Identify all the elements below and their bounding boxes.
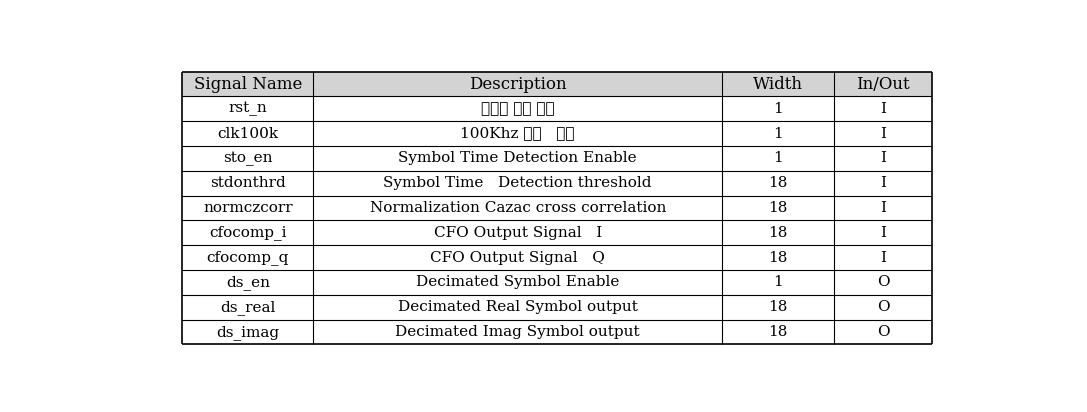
Bar xyxy=(722,320,835,344)
Text: 18: 18 xyxy=(769,250,788,265)
Text: O: O xyxy=(877,300,889,314)
Text: In/Out: In/Out xyxy=(857,75,910,93)
Text: Description: Description xyxy=(468,75,566,93)
Text: Symbol Time   Detection threshold: Symbol Time Detection threshold xyxy=(384,176,652,190)
Bar xyxy=(183,72,313,96)
Bar xyxy=(313,295,722,320)
Text: Normalization Cazac cross correlation: Normalization Cazac cross correlation xyxy=(370,201,666,215)
Text: Decimated Imag Symbol output: Decimated Imag Symbol output xyxy=(396,325,640,339)
Text: O: O xyxy=(877,276,889,290)
Bar xyxy=(183,245,313,270)
Bar xyxy=(835,121,932,146)
Bar xyxy=(313,121,722,146)
Bar xyxy=(722,196,835,220)
Bar xyxy=(722,220,835,245)
Text: sto_en: sto_en xyxy=(223,151,273,166)
Bar xyxy=(835,270,932,295)
Text: ds_real: ds_real xyxy=(221,300,275,315)
Bar xyxy=(313,146,722,171)
Text: I: I xyxy=(880,226,886,240)
Text: 1: 1 xyxy=(773,126,783,140)
Bar xyxy=(835,245,932,270)
Bar xyxy=(722,171,835,196)
Bar xyxy=(313,245,722,270)
Bar xyxy=(835,220,932,245)
Text: ds_en: ds_en xyxy=(226,275,270,290)
Bar xyxy=(835,146,932,171)
Text: Decimated Real Symbol output: Decimated Real Symbol output xyxy=(398,300,638,314)
Text: rst_n: rst_n xyxy=(228,102,267,116)
Text: I: I xyxy=(880,250,886,265)
Text: Decimated Symbol Enable: Decimated Symbol Enable xyxy=(416,276,620,290)
Bar xyxy=(313,220,722,245)
Bar xyxy=(722,146,835,171)
Text: I: I xyxy=(880,126,886,140)
Bar xyxy=(835,295,932,320)
Text: 1: 1 xyxy=(773,152,783,166)
Text: Symbol Time Detection Enable: Symbol Time Detection Enable xyxy=(399,152,637,166)
Bar xyxy=(183,146,313,171)
Bar xyxy=(183,320,313,344)
Bar xyxy=(313,171,722,196)
Text: 100Khz 클럭   신호: 100Khz 클럭 신호 xyxy=(461,126,575,140)
Text: 18: 18 xyxy=(769,325,788,339)
Bar xyxy=(183,220,313,245)
Text: 18: 18 xyxy=(769,226,788,240)
Text: clk100k: clk100k xyxy=(217,126,278,140)
Text: stdonthrd: stdonthrd xyxy=(210,176,286,190)
Bar xyxy=(183,196,313,220)
Text: I: I xyxy=(880,152,886,166)
Text: CFO Output Signal   Q: CFO Output Signal Q xyxy=(430,250,605,265)
Text: ds_imag: ds_imag xyxy=(216,325,279,339)
Bar xyxy=(183,295,313,320)
Text: I: I xyxy=(880,176,886,190)
Bar xyxy=(722,72,835,96)
Bar xyxy=(722,270,835,295)
Bar xyxy=(835,171,932,196)
Bar xyxy=(183,121,313,146)
Bar xyxy=(835,320,932,344)
Bar xyxy=(313,270,722,295)
Text: 18: 18 xyxy=(769,176,788,190)
Text: Width: Width xyxy=(753,75,803,93)
Bar xyxy=(722,121,835,146)
Text: cfocomp_i: cfocomp_i xyxy=(209,225,287,240)
Text: 18: 18 xyxy=(769,300,788,314)
Bar xyxy=(313,320,722,344)
Text: O: O xyxy=(877,325,889,339)
Text: 1: 1 xyxy=(773,102,783,116)
Text: I: I xyxy=(880,201,886,215)
Bar xyxy=(722,245,835,270)
Bar xyxy=(722,295,835,320)
Bar xyxy=(183,270,313,295)
Text: normczcorr: normczcorr xyxy=(203,201,292,215)
Bar xyxy=(835,196,932,220)
Bar xyxy=(183,171,313,196)
Bar xyxy=(183,96,313,121)
Bar xyxy=(722,96,835,121)
Text: cfocomp_q: cfocomp_q xyxy=(207,250,289,265)
Text: 1: 1 xyxy=(773,276,783,290)
Bar xyxy=(313,72,722,96)
Text: Signal Name: Signal Name xyxy=(193,75,302,93)
Text: 시스템 리셋 신호: 시스템 리셋 신호 xyxy=(480,102,554,116)
Bar xyxy=(313,96,722,121)
Text: CFO Output Signal   I: CFO Output Signal I xyxy=(434,226,602,240)
Bar xyxy=(835,72,932,96)
Text: 18: 18 xyxy=(769,201,788,215)
Bar xyxy=(835,96,932,121)
Text: I: I xyxy=(880,102,886,116)
Bar xyxy=(313,196,722,220)
